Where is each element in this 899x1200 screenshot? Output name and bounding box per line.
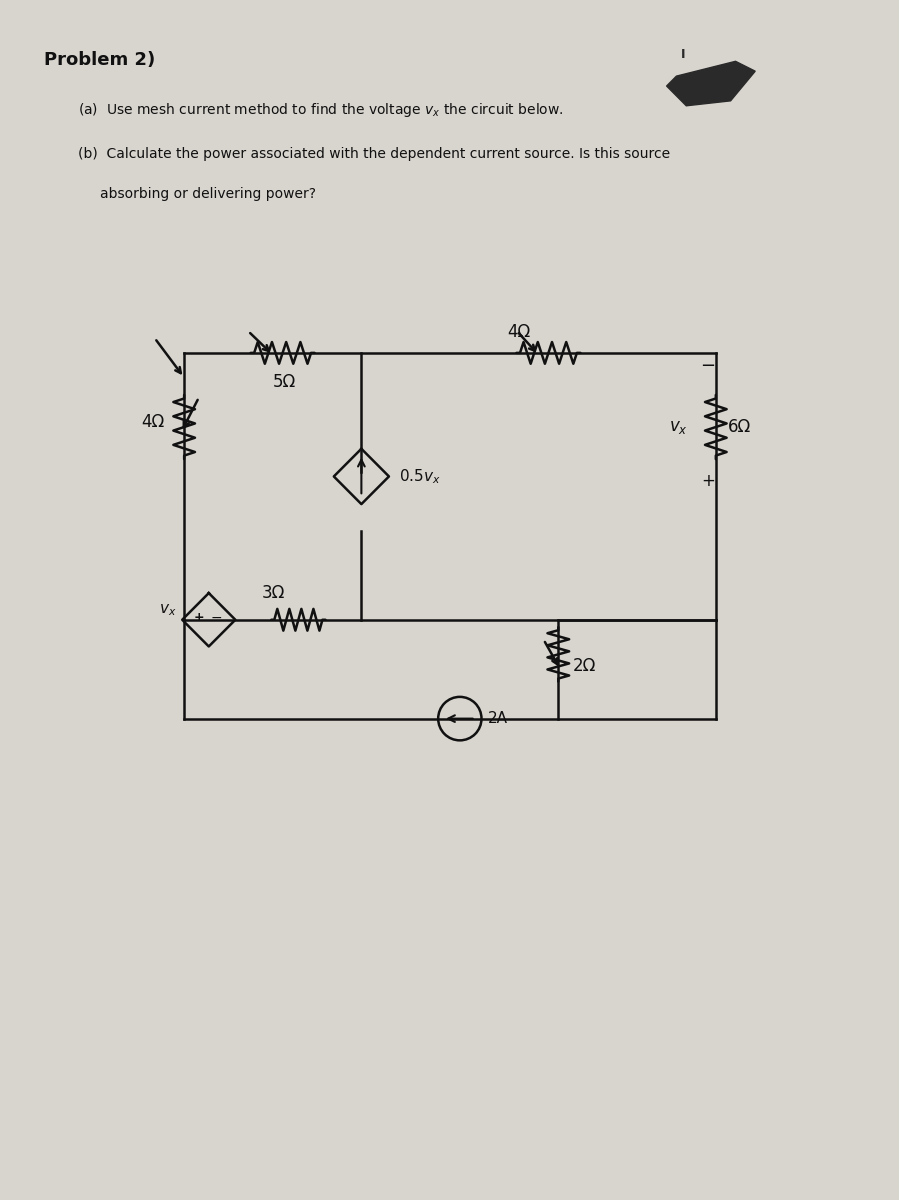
Text: (b)  Calculate the power associated with the dependent current source. Is this s: (b) Calculate the power associated with …: [78, 148, 670, 161]
Text: absorbing or delivering power?: absorbing or delivering power?: [101, 187, 316, 200]
Text: −: −: [700, 356, 716, 374]
Text: +: +: [193, 611, 204, 624]
Text: Problem 2): Problem 2): [44, 52, 156, 70]
Text: (a)  Use mesh current method to find the voltage $v_x$ the circuit below.: (a) Use mesh current method to find the …: [78, 101, 564, 119]
Text: 4Ω: 4Ω: [507, 323, 530, 341]
Text: 2Ω: 2Ω: [573, 658, 596, 676]
Text: $v_x$: $v_x$: [669, 418, 688, 436]
Text: I: I: [681, 48, 686, 61]
Text: −: −: [211, 611, 222, 625]
Polygon shape: [666, 61, 755, 106]
Text: +: +: [701, 473, 715, 491]
Text: 3Ω: 3Ω: [263, 584, 286, 602]
Text: 4Ω: 4Ω: [141, 413, 165, 431]
Text: $v_x$: $v_x$: [159, 602, 176, 618]
Text: 5Ω: 5Ω: [273, 373, 296, 391]
Text: 2A: 2A: [487, 712, 507, 726]
Text: 6Ω: 6Ω: [727, 418, 751, 436]
Text: $0.5v_x$: $0.5v_x$: [399, 467, 441, 486]
